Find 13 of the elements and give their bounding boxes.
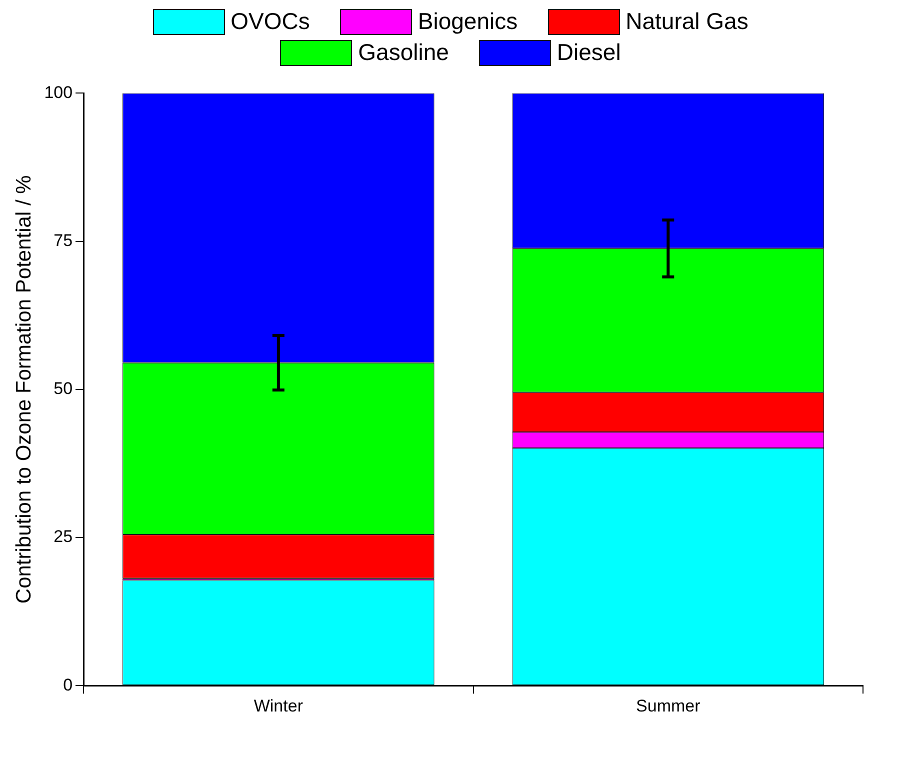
x-tick-label: Summer <box>636 696 701 716</box>
legend-label: Biogenics <box>418 8 518 35</box>
y-tick-label: 25 <box>54 527 73 546</box>
y-tick-label: 0 <box>63 675 73 694</box>
y-tick-label: 50 <box>54 379 73 398</box>
legend-label: OVOCs <box>230 8 310 35</box>
y-tick-label: 100 <box>44 82 73 102</box>
legend-label: Gasoline <box>358 39 449 66</box>
series-label: Diesel <box>556 39 621 66</box>
y-tick-label: 75 <box>54 230 73 250</box>
y-axis-title: Contribution to Ozone Formation Potential / % <box>12 175 36 604</box>
x-tick-label: Winter <box>254 696 304 716</box>
legend-label: Natural Gas <box>626 8 748 35</box>
